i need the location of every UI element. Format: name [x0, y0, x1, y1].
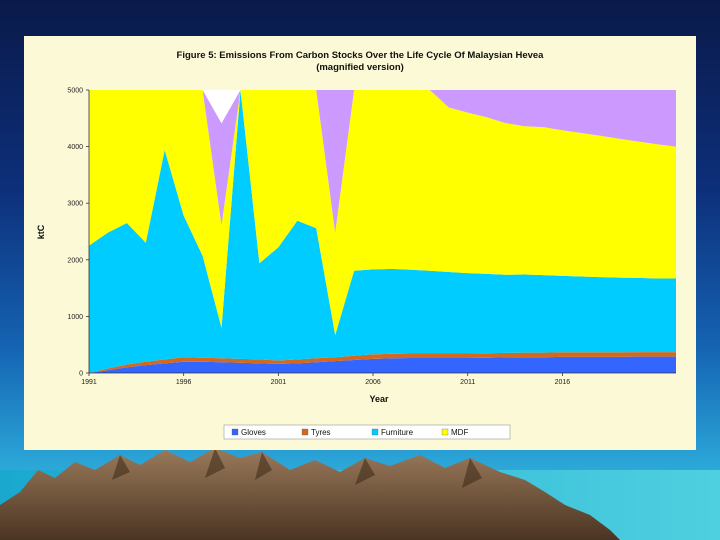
legend-box: [223, 424, 511, 440]
y-axis-label: ktC: [36, 224, 46, 239]
legend-swatch-furniture: [371, 428, 379, 436]
y-tick-label: 2000: [67, 257, 83, 264]
legend-label-gloves: Gloves: [241, 428, 266, 437]
x-tick-label: 2001: [271, 379, 287, 386]
area-furniture: [89, 90, 676, 373]
chart-panel: Figure 5: Emissions From Carbon Stocks O…: [24, 36, 696, 450]
x-tick-label: 2006: [365, 379, 381, 386]
x-axis-ticks: 1991 1996 2001 2006 2011 2016: [81, 373, 570, 386]
legend-swatch-tyres: [301, 428, 309, 436]
legend-items: Gloves Tyres Furniture MDF: [231, 428, 468, 437]
y-tick-label: 0: [79, 371, 83, 378]
legend-label-mdf: MDF: [451, 428, 468, 437]
chart-legend: Gloves Tyres Furniture MDF: [223, 424, 511, 440]
legend-label-tyres: Tyres: [311, 428, 331, 437]
legend-swatch-gloves: [231, 428, 239, 436]
area-gloves: [89, 356, 676, 373]
y-tick-label: 4000: [67, 144, 83, 151]
chart: Figure 5: Emissions From Carbon Stocks O…: [36, 50, 676, 440]
chart-title: Figure 5: Emissions From Carbon Stocks O…: [177, 50, 545, 61]
x-tick-label: 1996: [176, 379, 192, 386]
y-axis-ticks: 0 1000 2000 3000 4000 5000: [67, 88, 89, 378]
area-mdf: [89, 90, 676, 336]
y-tick-label: 1000: [67, 314, 83, 321]
area-series-5: [89, 90, 676, 233]
chart-subtitle: (magnified version): [316, 62, 404, 73]
legend-label-furniture: Furniture: [381, 428, 414, 437]
legend-swatch-mdf: [441, 428, 449, 436]
x-tick-label: 2016: [555, 379, 571, 386]
y-tick-label: 3000: [67, 201, 83, 208]
x-tick-label: 2011: [460, 379, 475, 386]
mountain-range: [0, 448, 620, 540]
y-tick-label: 5000: [67, 88, 83, 95]
area-tyres: [89, 352, 676, 373]
x-axis-label: Year: [369, 394, 389, 404]
area-series-group: [89, 90, 676, 373]
x-tick-label: 1991: [81, 379, 97, 386]
